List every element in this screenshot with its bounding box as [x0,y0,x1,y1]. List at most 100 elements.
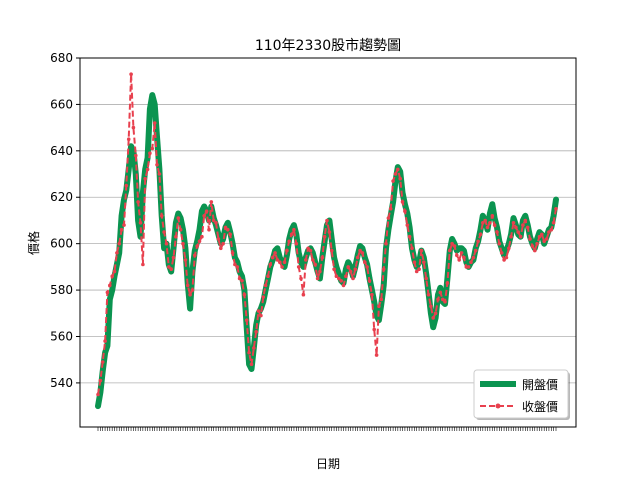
y-tick-label: 540 [50,376,73,390]
x-axis-ticks [97,427,557,431]
close-point [176,216,181,220]
close-point [339,279,344,283]
close-point [329,248,334,253]
close-point [469,260,473,265]
close-point [261,295,266,299]
close-point [429,304,433,309]
close-point [379,297,384,302]
close-point [221,241,225,246]
close-point [122,223,126,227]
close-point [244,318,249,323]
close-point [391,179,395,183]
close-point [124,183,129,188]
close-point [540,232,544,237]
close-point [325,218,329,223]
close-point [299,276,303,281]
close-point [318,269,322,274]
legend-marker-close [495,403,501,409]
close-point [141,262,145,267]
close-point [511,221,516,225]
close-point [471,255,476,260]
close-point [481,221,485,225]
close-point [157,172,162,176]
close-point [100,360,105,364]
close-point [488,221,492,225]
y-tick-label: 600 [50,237,73,251]
y-tick-label: 580 [50,283,73,297]
close-point [422,260,426,265]
close-point [204,209,209,213]
close-point [207,227,211,232]
close-point [400,200,405,204]
close-point [313,262,318,267]
close-point [443,299,447,304]
close-point [459,251,464,255]
close-point [273,251,277,255]
close-point [230,251,235,255]
close-point [226,227,230,232]
close-point [438,290,443,295]
close-point [535,241,539,246]
close-point [499,251,504,255]
close-point [358,248,362,253]
close-point [129,72,133,76]
close-point [346,265,351,269]
close-point [542,239,546,244]
close-point [523,218,528,223]
x-axis-label: 日期 [316,457,340,471]
close-point [188,292,192,297]
close-point [200,234,204,239]
close-point [280,265,284,269]
close-point [348,269,353,274]
close-point [440,297,445,302]
close-point [209,200,214,204]
y-axis-ticks: 540 560 580 600 620 640 660 680 [50,51,80,390]
close-point [490,214,495,218]
close-point [478,232,483,237]
close-point [211,218,216,223]
close-point [386,216,391,220]
close-point [355,255,360,260]
close-point [249,362,254,367]
close-point [320,255,325,260]
close-point [457,258,462,262]
close-point [485,225,490,230]
close-point [414,269,419,274]
close-point [341,283,346,288]
close-point [96,392,100,397]
close-point [174,234,178,239]
close-point [537,234,542,239]
close-point [143,176,147,181]
close-point [473,248,478,253]
close-point [412,260,417,265]
close-point [270,255,275,260]
close-point [337,276,341,281]
close-point [372,327,377,332]
close-point [419,248,424,253]
close-point [115,251,119,255]
close-point [466,265,471,269]
legend: 開盤價 收盤價 [473,369,570,420]
close-point [98,378,103,383]
close-point [381,267,386,272]
close-point [252,346,256,350]
close-point [407,234,412,239]
close-point [275,258,280,262]
close-point [549,227,554,232]
close-point [233,262,237,267]
close-point [436,297,440,302]
close-point [344,274,348,279]
close-point [167,265,171,269]
close-point [294,241,299,246]
close-point [551,221,556,225]
close-point [110,274,114,279]
close-point [136,200,140,204]
close-point [367,279,372,283]
y-tick-label: 660 [50,97,73,111]
close-point [304,258,308,262]
close-point [237,276,242,281]
close-point [497,241,502,246]
close-point [308,248,313,253]
close-point [214,221,218,225]
close-point [518,234,523,239]
